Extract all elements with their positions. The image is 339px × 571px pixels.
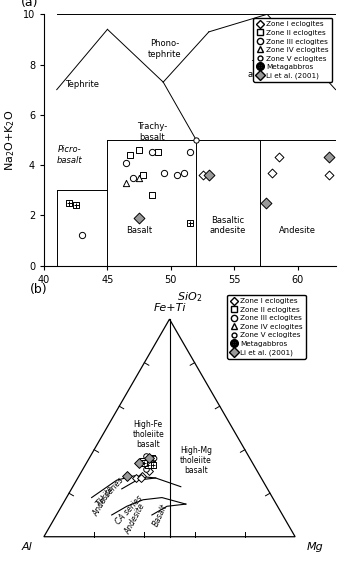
Point <box>143 452 148 461</box>
Point <box>149 458 155 467</box>
Point <box>124 178 129 187</box>
Point <box>147 454 152 463</box>
Point <box>138 473 143 482</box>
Point <box>136 173 142 182</box>
Point <box>326 153 332 162</box>
Legend: Zone I eclogites, Zone II eclogites, Zone III eclogites, Zone IV eclogites, Zone: Zone I eclogites, Zone II eclogites, Zon… <box>227 295 306 359</box>
Point <box>145 460 151 469</box>
Y-axis label: Na$_2$O+K$_2$O: Na$_2$O+K$_2$O <box>3 109 17 171</box>
Text: High-Mg
tholeiite
basalt: High-Mg tholeiite basalt <box>180 446 212 476</box>
Point <box>149 191 155 200</box>
Point <box>276 153 281 162</box>
Text: Andesite: Andesite <box>279 226 316 235</box>
Point <box>127 150 133 159</box>
Text: (a): (a) <box>21 0 38 9</box>
Legend: Zone I eclogites, Zone II eclogites, Zone III eclogites, Zone IV eclogites, Zone: Zone I eclogites, Zone II eclogites, Zon… <box>254 18 332 82</box>
Text: Basalt: Basalt <box>151 503 169 528</box>
Point <box>147 454 152 463</box>
Point <box>187 148 193 157</box>
Text: Tephrite: Tephrite <box>65 80 99 89</box>
Text: Andesite: Andesite <box>123 502 147 536</box>
Point <box>137 458 142 467</box>
Text: (b): (b) <box>29 283 47 296</box>
Text: Trachy-
andesite: Trachy- andesite <box>248 60 284 79</box>
Point <box>139 471 144 480</box>
Text: Al: Al <box>22 542 33 553</box>
Text: CA series: CA series <box>114 494 144 526</box>
Point <box>194 135 199 144</box>
Point <box>79 231 85 240</box>
Point <box>151 460 156 469</box>
Point <box>147 467 152 476</box>
Text: Mg: Mg <box>306 542 323 553</box>
Text: Andesite: Andesite <box>91 484 116 518</box>
Point <box>200 171 205 180</box>
Point <box>140 456 146 465</box>
Point <box>187 218 193 227</box>
Point <box>136 146 142 155</box>
Point <box>149 458 155 467</box>
Text: Picro-
basalt: Picro- basalt <box>57 145 82 164</box>
Point <box>181 168 186 177</box>
Point <box>144 458 149 467</box>
Point <box>143 465 148 474</box>
Point <box>148 460 153 469</box>
Text: Fe+Ti: Fe+Ti <box>153 303 186 313</box>
Point <box>130 173 136 182</box>
Point <box>145 460 151 469</box>
Point <box>162 168 167 177</box>
Text: Basaltic
andesite: Basaltic andesite <box>210 216 246 235</box>
Text: Phono-
tephrite: Phono- tephrite <box>148 39 181 59</box>
Point <box>136 213 142 222</box>
Point <box>145 460 151 469</box>
Point <box>145 460 151 469</box>
Text: Basalt: Basalt <box>126 226 152 235</box>
Point <box>326 171 332 180</box>
Text: High-Fe
tholeiite
basalt: High-Fe tholeiite basalt <box>132 420 164 449</box>
Point <box>175 171 180 180</box>
X-axis label: SiO$_2$: SiO$_2$ <box>177 290 202 304</box>
Point <box>149 148 155 157</box>
Point <box>67 198 72 207</box>
Point <box>73 200 78 210</box>
Point <box>156 148 161 157</box>
Text: TH series: TH series <box>95 476 125 508</box>
Point <box>206 171 212 180</box>
Point <box>124 471 129 480</box>
Point <box>124 158 129 167</box>
Point <box>149 458 155 467</box>
Point <box>263 198 268 207</box>
Point <box>149 454 155 463</box>
Point <box>142 458 147 467</box>
Point <box>270 168 275 177</box>
Point <box>140 171 146 180</box>
Text: Trachy-
basalt: Trachy- basalt <box>137 122 167 142</box>
Point <box>148 460 153 469</box>
Point <box>133 473 138 482</box>
Point <box>152 454 157 463</box>
